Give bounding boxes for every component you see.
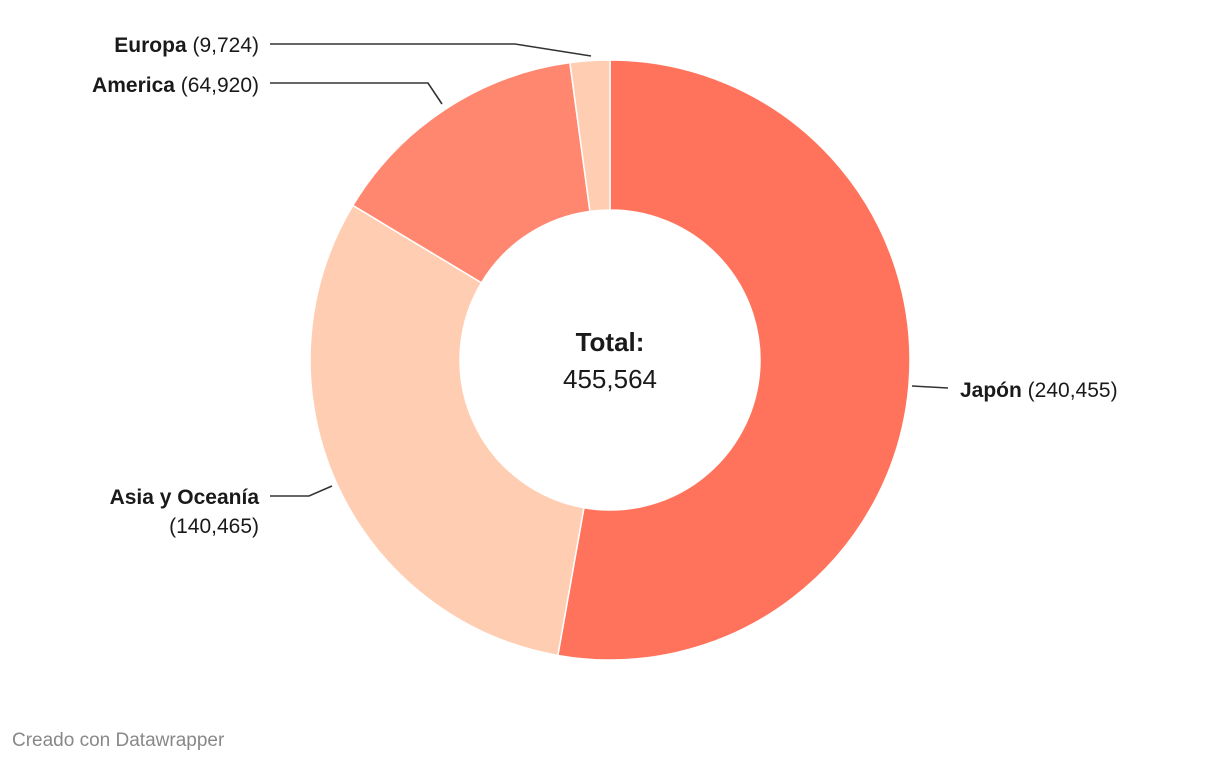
slice-europa [569,59,611,213]
slice-value: (64,920) [175,74,259,97]
center-total-label: Total: [576,327,645,357]
donut-slices [309,59,911,661]
slice-value: (140,465) [169,515,259,538]
slice-name: America [92,74,175,97]
slice-labels: Japón (240,455) Asia y Oceanía (140,465) Am… [92,34,1118,538]
leader-line-japon [911,385,949,389]
slice-value: (9,724) [187,34,259,57]
leader-lines [270,43,949,497]
slice-name: Europa [114,34,187,57]
slice-japon [556,59,911,661]
leader-line-asia-y-oceania [270,485,333,497]
leader-line-america [270,82,443,105]
slice-name: Asia y Oceanía [110,486,260,509]
slice-asia-y-oceania [309,204,585,657]
leader-line-europa [270,43,592,57]
credit-text: Creado con Datawrapper [12,730,225,751]
slice-label-america: America (64,920) [92,74,259,97]
slice-name: Japón [960,379,1022,402]
center-total-value: 455,564 [563,364,657,394]
slice-america [351,61,591,284]
slice-label-europa: Europa (9,724) [114,34,259,57]
slice-value-asia-y-oceania: (140,465) [169,515,259,538]
slice-label-japon: Japón (240,455) [960,379,1118,402]
slice-label-asia-y-oceania: Asia y Oceanía [110,486,260,509]
slice-value: (240,455) [1022,379,1118,402]
